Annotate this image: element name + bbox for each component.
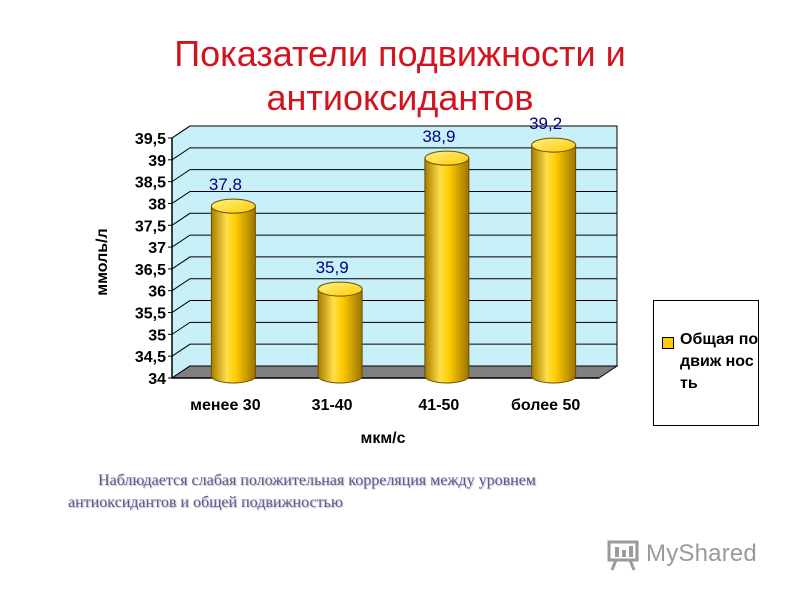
legend: Общая подвиж ность xyxy=(653,300,759,426)
gridline xyxy=(171,256,617,270)
gridline xyxy=(171,147,617,161)
gridline xyxy=(171,278,617,292)
y-tick-label: 37,5 xyxy=(135,218,166,235)
data-labels: 37,8 35,9 38,9 39,2 xyxy=(209,114,562,277)
y-tick-label: 36 xyxy=(148,284,166,301)
legend-swatch xyxy=(662,337,674,349)
bar-cap xyxy=(317,281,363,297)
y-tick-label: 37 xyxy=(148,240,166,257)
bar-data-label: 38,9 xyxy=(422,127,455,146)
x-axis: менее 30 31-40 41-50 более 50 xyxy=(190,397,580,414)
x-tick-label: 41-50 xyxy=(418,397,459,414)
bar xyxy=(317,281,363,384)
y-tick-label: 34,5 xyxy=(135,349,166,366)
gridline xyxy=(171,125,617,139)
bar-body xyxy=(531,144,577,384)
bar-body xyxy=(317,288,363,384)
y-tick-label: 36,5 xyxy=(135,262,166,279)
gridline xyxy=(171,300,617,313)
gridline xyxy=(171,321,617,335)
logo-text: MyShared xyxy=(646,540,757,567)
bar-data-label: 37,8 xyxy=(209,175,242,194)
chart-title: Показатели подвижности и антиоксидантов xyxy=(174,33,626,118)
y-tick-label: 35 xyxy=(148,327,166,344)
y-tick-label: 35,5 xyxy=(135,306,166,323)
bar xyxy=(531,137,577,384)
y-axis-label: ммоль/л xyxy=(94,228,111,295)
legend-label: Общая подвиж ность xyxy=(680,331,759,392)
presentation-board-icon xyxy=(607,540,639,571)
y-tick-label: 38,5 xyxy=(135,175,166,192)
bar-cap xyxy=(531,137,577,153)
gridline xyxy=(171,169,617,183)
bar-data-label: 39,2 xyxy=(529,114,562,133)
myshared-logo[interactable]: MyShared xyxy=(606,538,776,572)
gridlines xyxy=(171,125,617,379)
y-tick-label: 39 xyxy=(148,153,166,170)
y-tick-label: 38 xyxy=(148,196,166,213)
y-axis: 34 34,5 35 35,5 36 36,5 37 37,5 38 38,5 39 39,5 xyxy=(135,131,173,388)
y-tick-label: 34 xyxy=(148,371,166,388)
bars xyxy=(210,137,577,384)
bar-body xyxy=(210,205,256,384)
bar-cap xyxy=(210,198,256,214)
conclusion-note: Наблюдается слабая положительная корреля… xyxy=(68,472,536,511)
x-tick-label: менее 30 xyxy=(190,397,261,414)
gridline xyxy=(171,343,617,357)
x-tick-label: более 50 xyxy=(511,397,580,414)
bar xyxy=(424,150,470,384)
x-tick-label: 31-40 xyxy=(312,397,353,414)
gridline xyxy=(171,212,617,226)
gridline xyxy=(171,234,617,248)
bar-cap xyxy=(424,150,470,166)
bar xyxy=(210,198,256,384)
x-axis-label: мкм/с xyxy=(360,430,405,447)
bar-data-label: 35,9 xyxy=(316,258,349,277)
gridline xyxy=(171,190,617,204)
y-tick-label: 39,5 xyxy=(135,131,166,148)
bar-body xyxy=(424,157,470,384)
